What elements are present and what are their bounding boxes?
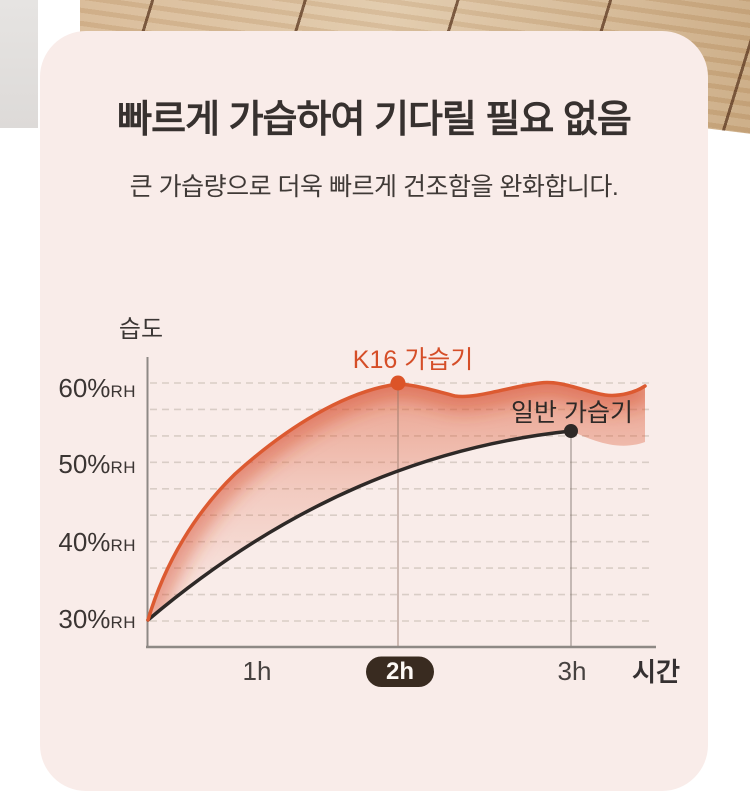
y-tick-30: 30%RH <box>58 604 136 634</box>
k16-series-label: K16 가습기 <box>353 346 473 374</box>
background-wall-strip <box>0 0 38 128</box>
y-tick-50: 50%RH <box>58 449 136 479</box>
normal-series-label: 일반 가습기 <box>511 399 633 427</box>
x-tick-1h: 1h <box>243 656 272 686</box>
x-axis-title: 시간 <box>632 657 680 687</box>
page-subtitle: 큰 가습량으로 더욱 빠르게 건조함을 완화합니다. <box>129 172 619 201</box>
k16-humidifier-line <box>146 380 647 622</box>
x-tick-2h-pill: 2h <box>366 656 434 687</box>
normal-end-dot <box>564 424 578 438</box>
svg-text:2h: 2h <box>386 658 414 685</box>
normal-humidifier-line <box>146 429 573 622</box>
page-title: 빠르게 가습하여 기다릴 필요 없음 <box>117 99 632 141</box>
y-tick-40: 40%RH <box>58 527 136 557</box>
x-tick-3h: 3h <box>558 656 587 686</box>
y-tick-60: 60%RH <box>58 373 136 403</box>
y-axis-title: 습도 <box>119 316 163 343</box>
k16-peak-dot <box>390 375 406 391</box>
